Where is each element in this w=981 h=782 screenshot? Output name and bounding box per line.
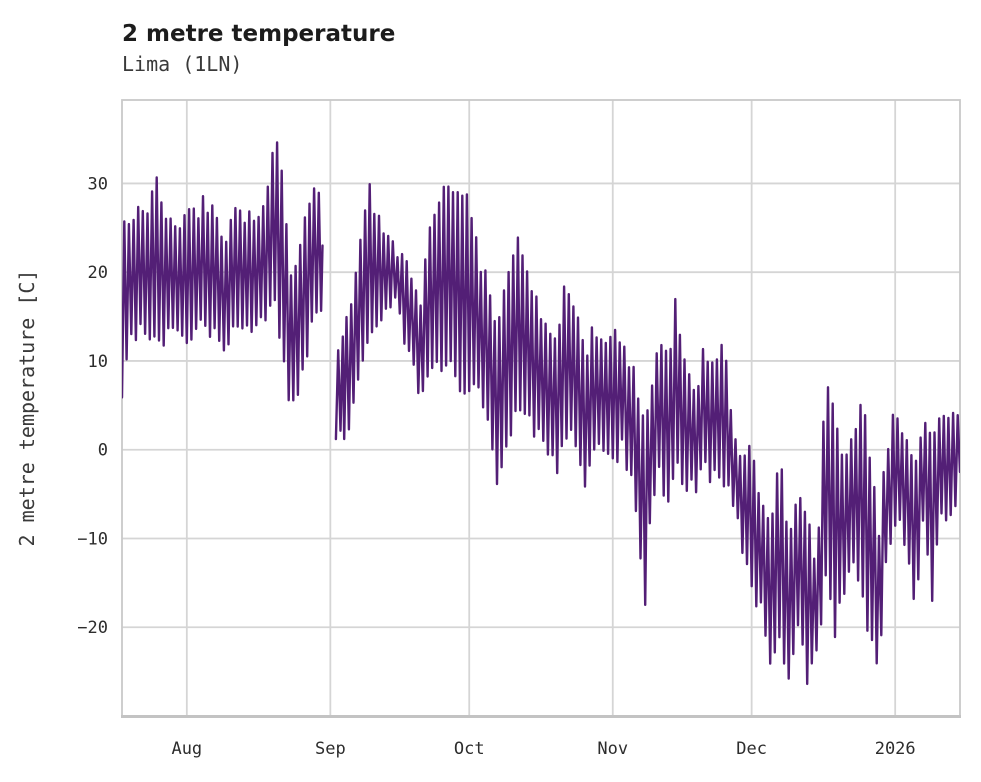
temperature-series-line xyxy=(122,141,960,686)
y-tick-label: 10 xyxy=(88,352,108,372)
y-tick-label: 20 xyxy=(88,263,108,283)
plot-frame xyxy=(121,99,961,718)
axis-tick-labels: 30 20 10 0 −10 −20 Aug Sep Oct Nov Dec 2026 xyxy=(77,174,915,759)
x-tick-label: 2026 xyxy=(875,739,916,759)
x-tick-label: Aug xyxy=(171,739,202,759)
y-tick-label: −20 xyxy=(77,618,108,638)
temperature-line xyxy=(122,141,324,402)
x-tick-label: Nov xyxy=(597,739,628,759)
chart-title: 2 metre temperature xyxy=(122,21,395,47)
y-tick-label: 30 xyxy=(88,174,108,194)
y-tick-label: −10 xyxy=(77,529,108,549)
x-tick-label: Dec xyxy=(736,739,767,759)
x-tick-label: Sep xyxy=(315,739,346,759)
y-tick-label: 0 xyxy=(98,441,108,461)
chart-subtitle: Lima (1LN) xyxy=(122,52,242,76)
x-tick-label: Oct xyxy=(454,739,485,759)
y-axis-label: 2 metre temperature [C] xyxy=(15,270,39,547)
temperature-line xyxy=(334,183,960,686)
